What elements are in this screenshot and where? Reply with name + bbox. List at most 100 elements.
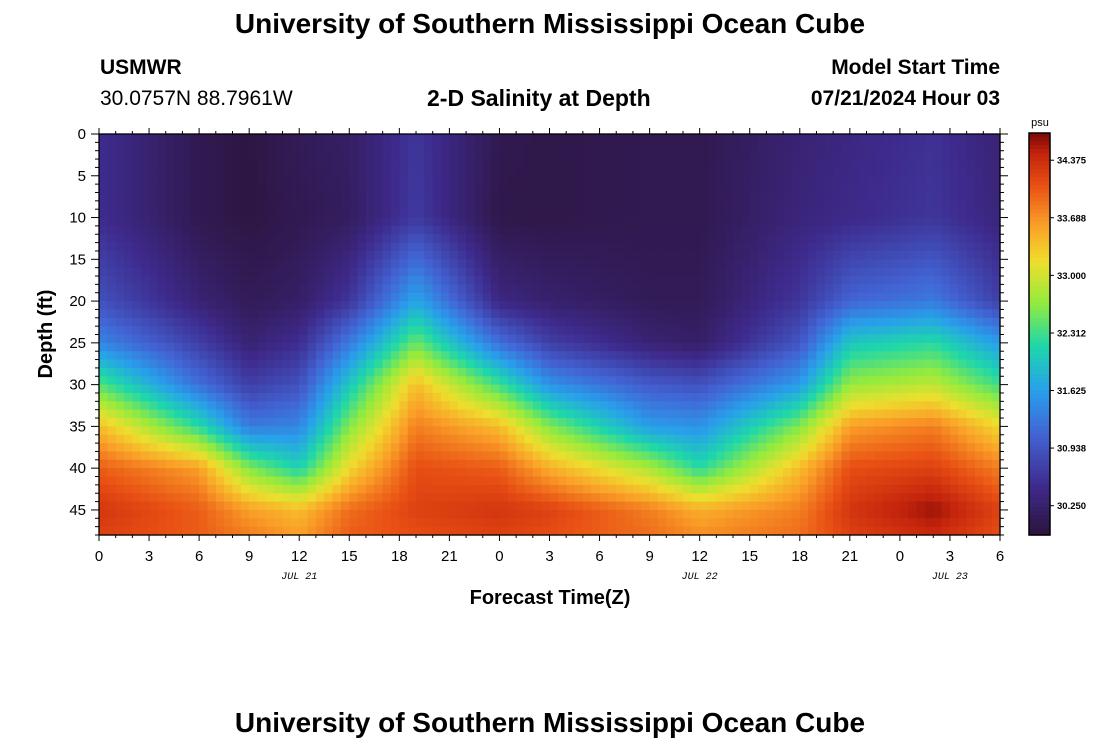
heatmap-cell (641, 142, 651, 152)
heatmap-cell (199, 134, 209, 143)
heatmap-cell (240, 518, 250, 528)
heatmap-cell (491, 359, 501, 369)
heatmap-cell (549, 443, 559, 453)
heatmap-cell (841, 392, 851, 402)
heatmap-cell (449, 426, 459, 436)
heatmap-cell (257, 484, 267, 494)
heatmap-cell (799, 334, 809, 344)
heatmap-cell (624, 134, 634, 143)
heatmap-cell (708, 418, 717, 427)
heatmap-cell (874, 159, 884, 169)
heatmap-cell (274, 175, 284, 185)
heatmap-cell (758, 451, 767, 461)
heatmap-cell (691, 426, 701, 436)
heatmap-cell (349, 401, 359, 411)
heatmap-cell (232, 267, 242, 277)
heatmap-cell (124, 459, 133, 469)
heatmap-cell (516, 142, 526, 152)
heatmap-cell (307, 150, 317, 160)
heatmap-cell (983, 376, 993, 386)
heatmap-cell (115, 175, 125, 185)
heatmap-cell (232, 342, 242, 352)
heatmap-cell (99, 225, 108, 235)
heatmap-cell (457, 484, 467, 494)
heatmap-cell (416, 159, 425, 169)
heatmap-cell (257, 225, 267, 235)
heatmap-cell (340, 334, 350, 344)
heatmap-cell (290, 250, 300, 260)
heatmap-cell (382, 384, 392, 394)
heatmap-cell (758, 209, 767, 219)
heatmap-cell (157, 409, 167, 419)
heatmap-cell (499, 225, 509, 235)
heatmap-cell (457, 175, 467, 185)
heatmap-cell (699, 334, 709, 344)
heatmap-cell (224, 134, 234, 143)
heatmap-cell (824, 142, 834, 152)
heatmap-cell (249, 175, 259, 185)
heatmap-cell (99, 209, 108, 219)
heatmap-cell (390, 392, 400, 402)
heatmap-cell (774, 392, 784, 402)
heatmap-cell (691, 309, 701, 319)
heatmap-cell (382, 209, 392, 219)
heatmap-cell (207, 443, 217, 453)
heatmap-cell (390, 443, 400, 453)
heatmap-cell (99, 250, 108, 260)
heatmap-cell (808, 443, 818, 453)
heatmap-cell (232, 351, 242, 361)
heatmap-cell (374, 159, 384, 169)
heatmap-cell (733, 468, 742, 478)
heatmap-cell (849, 401, 859, 411)
heatmap-cell (674, 175, 684, 185)
heatmap-cell (624, 159, 634, 169)
heatmap-cell (591, 142, 601, 152)
heatmap-cell (616, 167, 626, 177)
heatmap-cell (908, 434, 918, 444)
heatmap-cell (307, 342, 317, 352)
heatmap-cell (499, 367, 509, 377)
heatmap-cell (549, 284, 559, 294)
heatmap-cell (941, 159, 951, 169)
heatmap-cell (124, 434, 133, 444)
heatmap-cell (949, 476, 959, 486)
heatmap-cell (874, 468, 884, 478)
heatmap-cell (324, 309, 334, 319)
heatmap-cell (207, 476, 217, 486)
heatmap-cell (257, 426, 267, 436)
heatmap-cell (374, 468, 384, 478)
heatmap-cell (274, 150, 284, 160)
heatmap-cell (265, 159, 275, 169)
heatmap-cell (332, 443, 342, 453)
heatmap-cell (466, 418, 476, 427)
heatmap-cell (449, 150, 459, 160)
heatmap-cell (290, 443, 300, 453)
heatmap-cell (833, 276, 843, 285)
heatmap-cell (974, 209, 984, 219)
heatmap-cell (566, 192, 576, 202)
heatmap-cell (941, 434, 951, 444)
heatmap-cell (165, 434, 175, 444)
heatmap-cell (449, 284, 459, 294)
heatmap-cell (257, 309, 267, 319)
heatmap-cell (432, 484, 442, 494)
heatmap-cell (666, 509, 676, 519)
heatmap-cell (124, 317, 133, 327)
heatmap-cell (591, 200, 601, 210)
heatmap-cell (924, 326, 934, 336)
heatmap-cell (974, 234, 984, 244)
heatmap-cell (649, 134, 659, 143)
heatmap-cell (382, 159, 392, 169)
heatmap-cell (182, 184, 192, 194)
heatmap-cell (624, 276, 634, 285)
heatmap-cell (457, 443, 467, 453)
heatmap-cell (224, 225, 234, 235)
heatmap-cell (749, 342, 759, 352)
heatmap-cell (933, 192, 943, 202)
heatmap-cell (365, 159, 375, 169)
heatmap-cell (833, 234, 843, 244)
heatmap-cell (174, 184, 184, 194)
heatmap-cell (616, 184, 626, 194)
heatmap-cell (532, 509, 542, 519)
heatmap-cell (499, 142, 509, 152)
